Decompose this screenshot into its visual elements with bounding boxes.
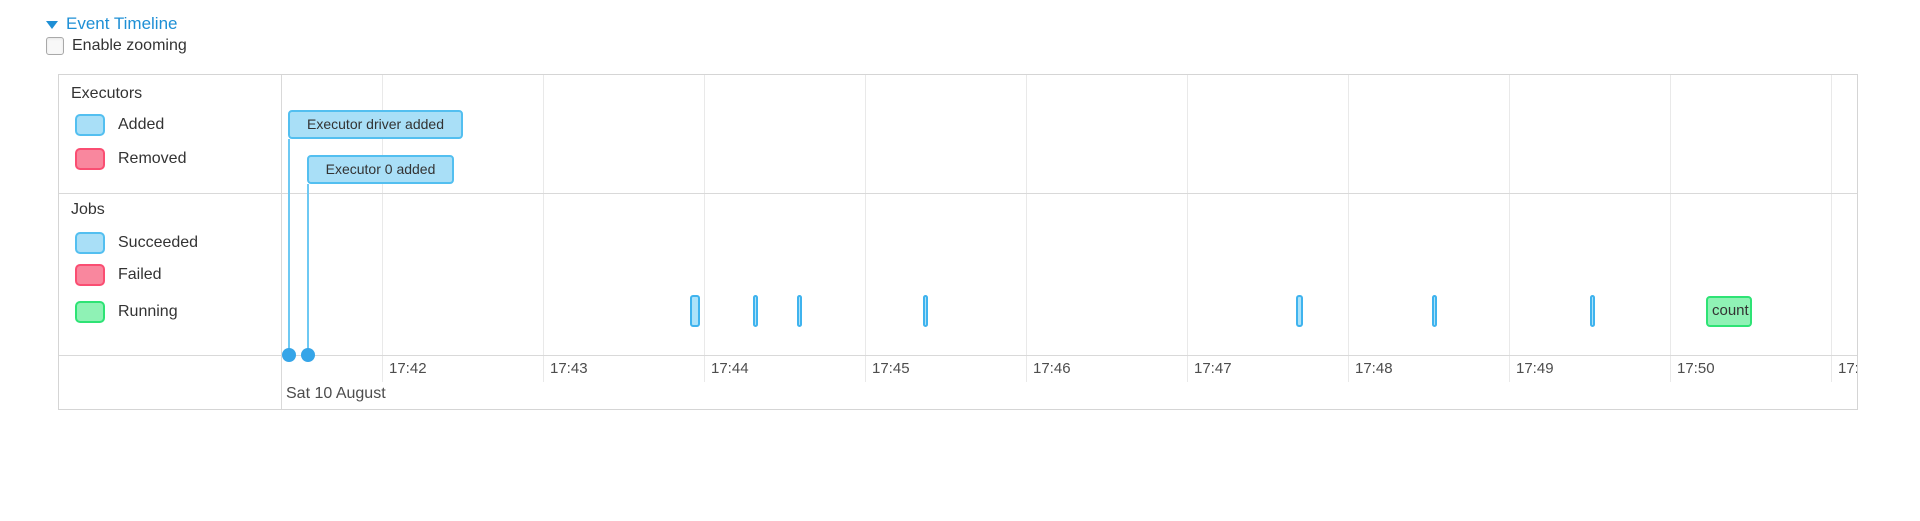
event-timeline-header[interactable]: Event Timeline bbox=[46, 14, 178, 34]
time-tick-label: 17:49 bbox=[1516, 360, 1554, 377]
axis-date-label: Sat 10 August bbox=[286, 385, 386, 402]
executor-event-item[interactable]: Executor 0 added bbox=[307, 155, 454, 184]
time-gridline-stub bbox=[704, 355, 705, 382]
page-title: Event Timeline bbox=[66, 14, 178, 33]
timeline-frame: Executors Added Removed Jobs Succeeded F… bbox=[58, 74, 1858, 410]
time-tick-label: 17:50 bbox=[1677, 360, 1715, 377]
legend-label: Removed bbox=[118, 150, 187, 167]
legend-label: Succeeded bbox=[118, 234, 199, 251]
time-gridline bbox=[1348, 75, 1349, 355]
job-event-succeeded[interactable] bbox=[1296, 295, 1303, 327]
job-event-succeeded[interactable] bbox=[1590, 295, 1595, 327]
time-gridline bbox=[382, 75, 383, 355]
enable-zooming-row: Enable zooming bbox=[46, 37, 187, 55]
time-tick-label: 17:47 bbox=[1194, 360, 1232, 377]
time-gridline bbox=[1026, 75, 1027, 355]
time-gridline-stub bbox=[1026, 355, 1027, 382]
succeeded-swatch bbox=[75, 232, 105, 254]
time-tick-label: 17:51 bbox=[1838, 360, 1857, 377]
enable-zooming-checkbox[interactable] bbox=[46, 37, 64, 55]
time-gridline bbox=[865, 75, 866, 355]
time-tick-label: 17:46 bbox=[1033, 360, 1071, 377]
time-gridline-stub bbox=[382, 355, 383, 382]
time-gridline-stub bbox=[1187, 355, 1188, 382]
job-event-succeeded[interactable] bbox=[923, 295, 928, 327]
time-tick-label: 17:42 bbox=[389, 360, 427, 377]
legend-item: Removed bbox=[75, 148, 186, 170]
time-tick-label: 17:48 bbox=[1355, 360, 1393, 377]
executor-event-item[interactable]: Executor driver added bbox=[288, 110, 463, 139]
time-gridline bbox=[543, 75, 544, 355]
job-event-succeeded[interactable] bbox=[797, 295, 802, 327]
removed-swatch bbox=[75, 148, 105, 170]
time-gridline bbox=[704, 75, 705, 355]
time-gridline-stub bbox=[1670, 355, 1671, 382]
collapse-arrow-icon bbox=[46, 21, 58, 29]
enable-zooming-label: Enable zooming bbox=[72, 37, 187, 54]
time-gridline bbox=[1509, 75, 1510, 355]
job-event-succeeded[interactable] bbox=[753, 295, 758, 327]
executor-event-dot bbox=[282, 348, 296, 362]
group-title-executors: Executors bbox=[71, 85, 143, 102]
legend-item: Added bbox=[75, 114, 164, 136]
time-gridline bbox=[1187, 75, 1188, 355]
running-swatch bbox=[75, 301, 105, 323]
time-gridline-stub bbox=[865, 355, 866, 382]
legend-panel-divider bbox=[281, 75, 282, 409]
legend-label: Added bbox=[118, 116, 165, 133]
time-gridline bbox=[1831, 75, 1832, 355]
executor-event-line bbox=[307, 184, 309, 355]
executor-event-dot bbox=[301, 348, 315, 362]
job-event-succeeded[interactable] bbox=[1432, 295, 1437, 327]
time-tick-label: 17:45 bbox=[872, 360, 910, 377]
job-event-succeeded[interactable] bbox=[690, 295, 700, 327]
legend-item: Failed bbox=[75, 264, 162, 286]
failed-swatch bbox=[75, 264, 105, 286]
legend-item: Succeeded bbox=[75, 232, 198, 254]
legend-label: Running bbox=[118, 303, 178, 320]
group-title-jobs: Jobs bbox=[71, 201, 105, 218]
axis-line bbox=[59, 355, 1857, 356]
time-gridline-stub bbox=[543, 355, 544, 382]
time-gridline bbox=[1670, 75, 1671, 355]
section-divider bbox=[59, 193, 1857, 194]
time-tick-label: 17:44 bbox=[711, 360, 749, 377]
time-tick-label: 17:43 bbox=[550, 360, 588, 377]
added-swatch bbox=[75, 114, 105, 136]
time-gridline-stub bbox=[1509, 355, 1510, 382]
job-event-running[interactable]: count bbox=[1706, 296, 1752, 327]
legend-label: Failed bbox=[118, 266, 162, 283]
legend-item: Running bbox=[75, 301, 178, 323]
executor-event-line bbox=[288, 139, 290, 355]
time-gridline-stub bbox=[1348, 355, 1349, 382]
time-gridline-stub bbox=[1831, 355, 1832, 382]
